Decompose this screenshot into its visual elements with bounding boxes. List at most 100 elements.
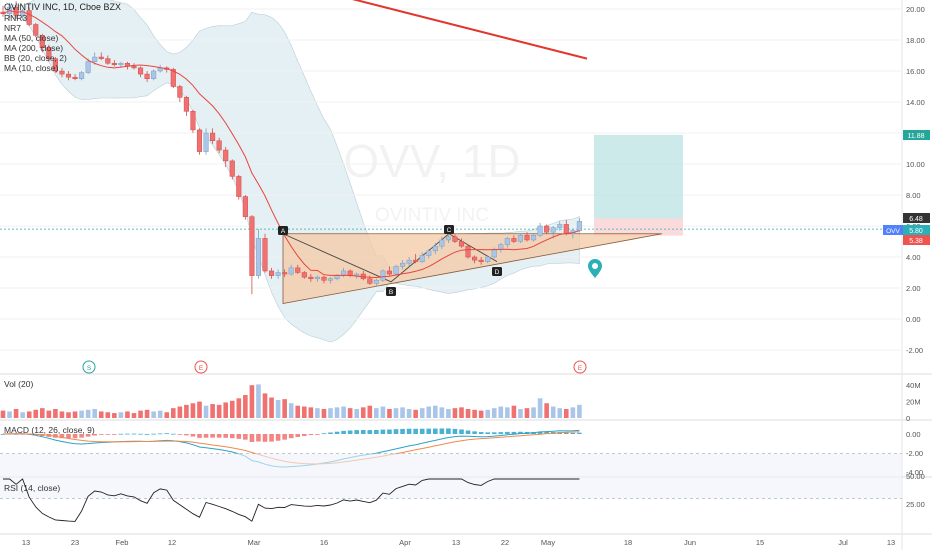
volume-bar [269, 397, 274, 418]
rsi-tick: 25.00 [906, 500, 925, 509]
macd-hist-bar [452, 428, 458, 434]
macd-hist-bar [72, 434, 78, 439]
macd-label: MACD (12, 26, close, 9) [4, 425, 95, 435]
volume-bar [288, 403, 294, 418]
macd-hist-bar [275, 434, 281, 441]
volume-bar [223, 402, 228, 418]
volume-bar [72, 411, 78, 418]
volume-bar [354, 408, 359, 418]
svg-text:A: A [281, 228, 286, 235]
volume-bar [26, 411, 32, 418]
macd-hist-bar [144, 433, 150, 435]
volume-bar [295, 405, 301, 418]
macd-hist-bar [59, 434, 65, 439]
candle [111, 60, 117, 67]
ticker-badge: OVV [883, 225, 903, 235]
candle [439, 236, 445, 250]
indicator-label: RNR3 [4, 13, 27, 23]
candle [400, 260, 406, 270]
candle [92, 52, 98, 65]
macd-hist-bar [53, 434, 58, 438]
volume-bar [360, 407, 366, 418]
candle [262, 233, 268, 273]
volume-bar [498, 406, 504, 418]
volume-bar [446, 408, 451, 418]
volume-bar [40, 408, 45, 418]
volume-bar [518, 408, 523, 418]
candle [288, 264, 294, 276]
candle [210, 128, 216, 144]
volume-layer [0, 384, 582, 418]
volume-bar [426, 406, 432, 418]
macd-hist-bar [433, 428, 438, 434]
volume-bar [328, 408, 333, 418]
volume-bar [511, 405, 517, 418]
volume-bar [59, 411, 65, 418]
candle [223, 146, 229, 168]
macd-hist-bar [498, 432, 504, 434]
svg-text:E: E [578, 365, 583, 372]
earnings-badge[interactable]: E [194, 360, 208, 374]
candle [419, 252, 425, 264]
candle [478, 257, 484, 265]
volume-bar [387, 408, 392, 418]
candle [413, 253, 419, 264]
candle [485, 255, 491, 264]
candle [79, 71, 85, 81]
target-price-label: 11.88 [903, 130, 930, 140]
volume-bar [393, 408, 399, 418]
split-badge[interactable]: S [82, 360, 96, 374]
macd-hist-bar [570, 432, 576, 434]
price-tick: 18.00 [906, 36, 925, 45]
candle [524, 232, 530, 242]
candle [255, 229, 261, 279]
svg-text:OVV: OVV [886, 228, 900, 235]
volume-bar [302, 406, 307, 418]
macd-hist-bar [236, 434, 242, 439]
price-tick: 10.00 [906, 160, 925, 169]
volume-bar [144, 409, 150, 418]
svg-text:11.88: 11.88 [908, 133, 925, 140]
candle [216, 137, 222, 154]
candle [282, 269, 288, 278]
volume-bar [210, 404, 215, 418]
candle [242, 195, 248, 220]
macd-hist-bar [341, 430, 346, 434]
volume-bar [98, 411, 104, 418]
candle [190, 109, 196, 133]
location-pin-icon[interactable] [588, 259, 602, 278]
macd-tick: -2.00 [906, 449, 923, 458]
candle [98, 52, 104, 61]
time-tick: 13 [887, 538, 895, 547]
earnings-badge[interactable]: E [573, 360, 587, 374]
volume-bar [347, 408, 353, 418]
volume-label: Vol (20) [4, 379, 33, 389]
macd-hist-bar [216, 434, 222, 438]
candle [314, 275, 320, 282]
volume-bar [125, 411, 130, 418]
macd-hist-bar [302, 434, 307, 436]
volume-bar [79, 410, 84, 418]
price-tick: 4.00 [906, 253, 921, 262]
candle [386, 266, 392, 276]
macd-hist-bar [308, 434, 314, 436]
svg-text:S: S [87, 365, 92, 372]
macd-hist-bar [138, 433, 143, 435]
macd-hist-bar [360, 429, 366, 434]
volume-bar [243, 395, 248, 418]
macd-hist-bar [125, 433, 130, 435]
macd-hist-bar [544, 431, 549, 434]
candle [196, 128, 203, 155]
macd-hist-bar [295, 434, 301, 437]
loss-zone [594, 218, 683, 236]
volume-bar [92, 408, 97, 418]
svg-text:D: D [495, 269, 500, 276]
macd-hist-bar [505, 431, 510, 434]
volume-bar [334, 407, 340, 418]
candle [229, 159, 235, 180]
volume-bar [85, 409, 91, 418]
macd-hist-bar [288, 434, 294, 439]
candle [426, 249, 432, 259]
macd-hist-bar [85, 434, 91, 437]
